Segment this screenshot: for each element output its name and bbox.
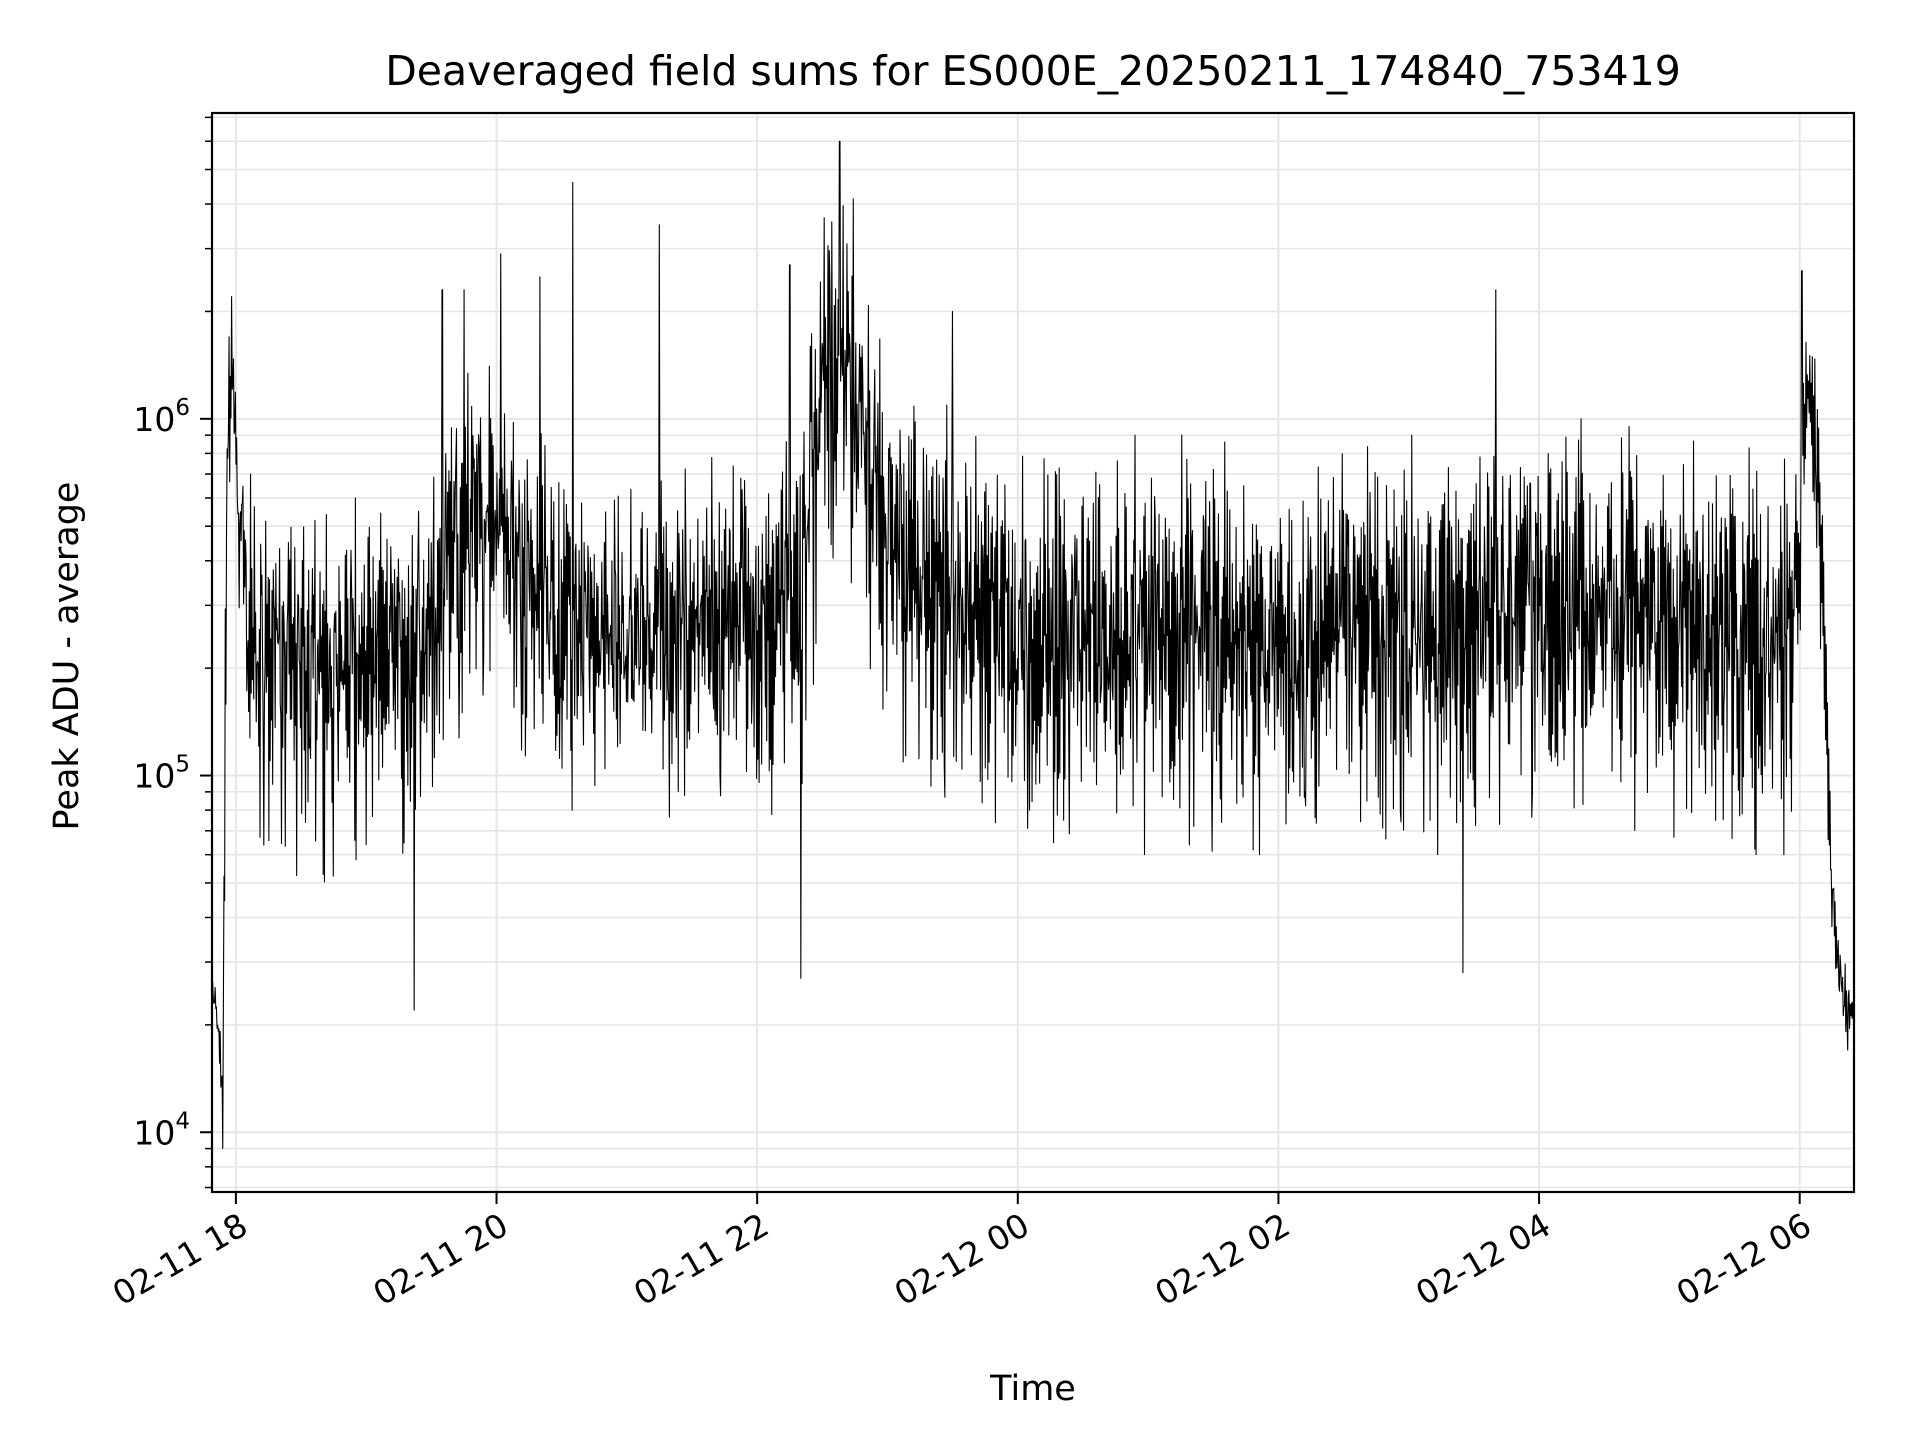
y-tick-label: 104 (133, 1108, 190, 1152)
y-axis-label: Peak ADU - average (47, 482, 87, 831)
x-axis-label: Time (989, 1369, 1076, 1409)
plot-area (211, 140, 1855, 1150)
series-line (211, 140, 1855, 1150)
y-tick-label: 105 (133, 752, 190, 796)
axes-frame (210, 111, 1856, 1194)
chart-title: Deaveraged field sums for ES000E_2025021… (385, 47, 1681, 95)
y-axis-ticks: 104 105 106 (133, 116, 212, 1189)
y-tick-label: 106 (133, 395, 190, 439)
